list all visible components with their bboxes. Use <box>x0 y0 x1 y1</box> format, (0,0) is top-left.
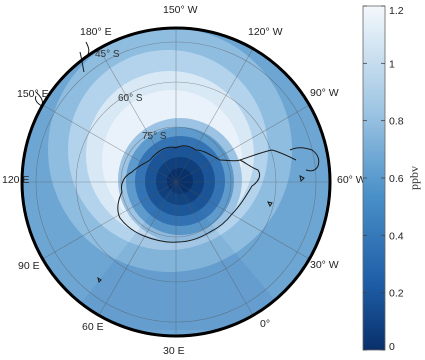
lon-label-60e: 60 E <box>82 321 104 333</box>
map-boundary-ring <box>20 26 332 338</box>
antarctica-coastline <box>117 145 261 243</box>
meridian-line <box>98 48 177 183</box>
lon-label-30w: 30° W <box>310 259 339 271</box>
colorbar-tick-label: 0.6 <box>389 173 404 185</box>
concentration-field <box>22 28 330 336</box>
lon-label-150w: 150° W <box>163 4 198 16</box>
lon-label-0: 0° <box>260 318 270 330</box>
island-3 <box>299 175 305 183</box>
meridian-lines <box>22 28 330 336</box>
lon-label-90e: 90 E <box>18 260 40 272</box>
colorbar-unit-label: ppbv <box>407 166 421 190</box>
meridian-line <box>42 181 177 260</box>
colorbar-tick-label: 1 <box>389 58 395 70</box>
lon-label-180e: 180° E <box>80 26 112 38</box>
colorbar: 0 0.2 0.4 0.6 0.8 1 1.2 ppbv <box>362 5 421 353</box>
colorbar-tick-label: 0 <box>389 341 395 353</box>
lat-label-75s: 75° S <box>142 131 167 142</box>
lat-label-60s: 60° S <box>118 93 143 104</box>
peninsula-coastline <box>239 149 297 161</box>
island-1 <box>97 276 102 283</box>
colorbar-ticks: 0 0.2 0.4 0.6 0.8 1 1.2 <box>363 5 404 353</box>
colorbar-tick-label: 0.2 <box>389 288 404 300</box>
lon-label-30e: 30 E <box>163 345 185 357</box>
graticule <box>22 28 330 336</box>
coastlines <box>35 41 320 283</box>
colorbar-tick-label: 0.8 <box>389 116 404 128</box>
south-america-coastline <box>289 147 320 172</box>
longitude-labels: 150° W 120° W 90° W 60° W 30° W 0° 30 E … <box>2 4 366 357</box>
colorbar-tick-label: 0.4 <box>389 230 404 242</box>
meridian-line <box>42 104 177 183</box>
meridian-line <box>175 181 254 316</box>
lon-label-120e: 120 E <box>2 174 29 186</box>
meridian-line <box>175 104 310 183</box>
lon-label-90w: 90° W <box>310 87 339 99</box>
meridian-line <box>175 181 310 260</box>
lon-label-150e: 150° E <box>17 88 49 100</box>
new-zealand-coastline <box>79 41 90 73</box>
meridian-line <box>98 181 177 316</box>
colorbar-tick-label: 1.2 <box>389 5 404 17</box>
meridian-line <box>175 48 254 183</box>
lon-label-120w: 120° W <box>248 26 283 38</box>
lon-label-60w: 60° W <box>337 174 366 186</box>
island-2 <box>267 201 273 207</box>
lat-label-45s: 45° S <box>95 49 120 60</box>
